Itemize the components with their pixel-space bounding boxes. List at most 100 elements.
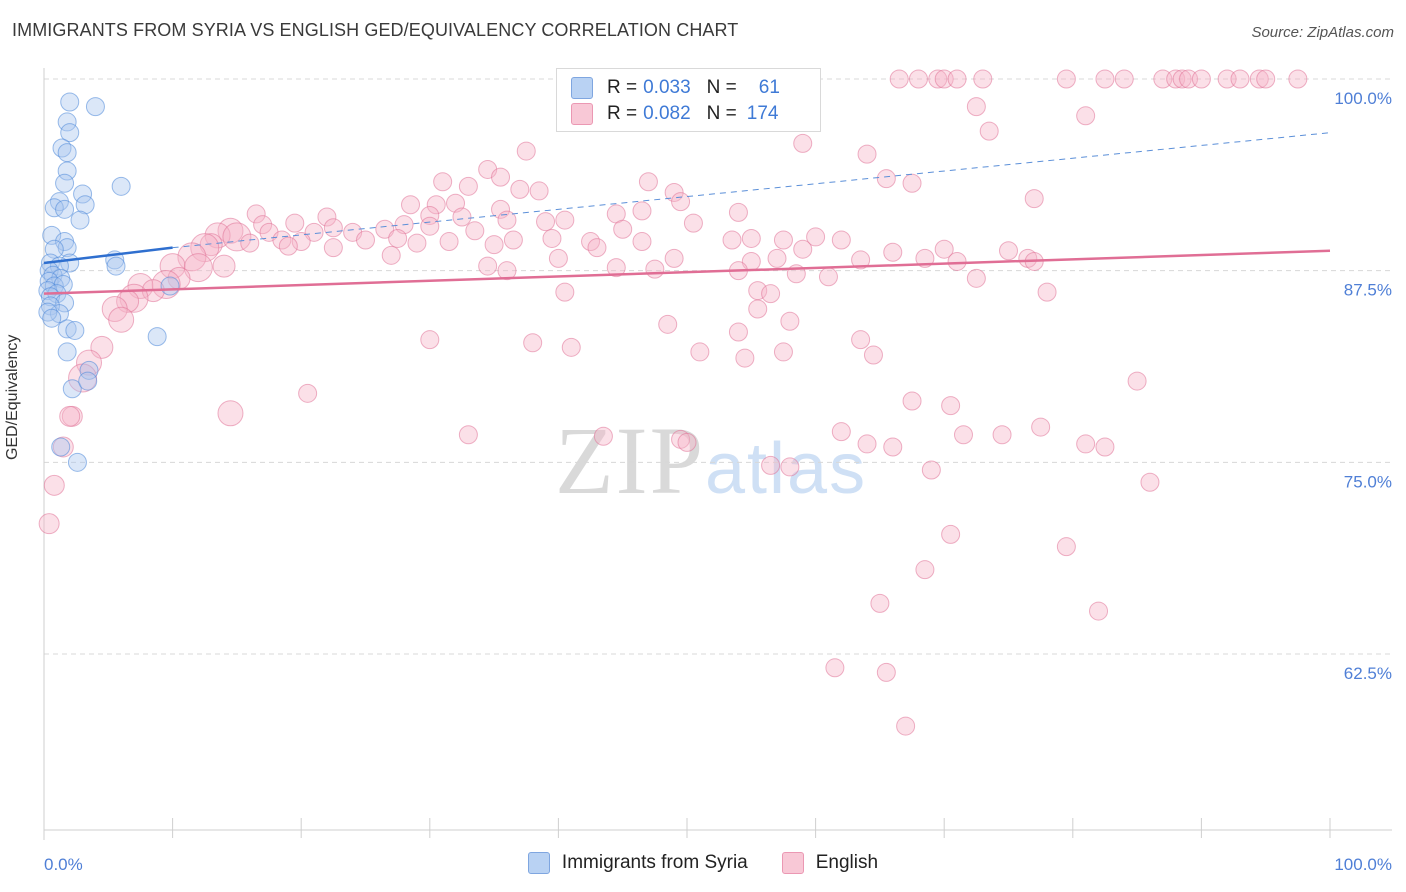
syria-point: [106, 256, 126, 276]
english-point: [806, 227, 826, 247]
english-point: [876, 662, 896, 682]
english-point: [246, 204, 266, 224]
series-legend-english[interactable]: English: [781, 852, 879, 874]
english-point: [658, 314, 678, 334]
english-point: [773, 230, 793, 250]
english-point: [857, 144, 877, 164]
english-point: [375, 219, 395, 239]
english-point: [478, 256, 498, 276]
english-point: [1056, 69, 1076, 89]
english-point: [863, 345, 883, 365]
english-point: [889, 69, 909, 89]
english-point: [323, 238, 343, 258]
syria-trend-line: [43, 246, 173, 265]
syria-point: [70, 210, 90, 230]
watermark-atlas: atlas: [705, 429, 868, 509]
source-credit: Source: ZipAtlas.com: [1251, 24, 1394, 41]
english-point: [632, 232, 652, 252]
english-point: [992, 425, 1012, 445]
english-point: [43, 474, 65, 496]
syria-point: [55, 199, 75, 219]
english-point: [831, 230, 851, 250]
syria-point: [65, 320, 85, 340]
english-point: [1037, 282, 1057, 302]
syria-point: [67, 452, 87, 472]
english-point: [59, 405, 81, 427]
english-point: [317, 207, 337, 227]
english-point: [831, 422, 851, 442]
legend-swatch-english: [571, 103, 593, 125]
series-legend-syria[interactable]: Immigrants from Syria: [527, 852, 748, 874]
english-point: [278, 236, 298, 256]
english-point: [741, 228, 761, 248]
english-point: [561, 337, 581, 357]
english-point: [323, 218, 343, 238]
english-point: [780, 311, 800, 331]
english-point: [934, 239, 954, 259]
english-point: [966, 268, 986, 288]
english-point: [793, 133, 813, 153]
english-point: [1191, 69, 1211, 89]
english-point: [217, 400, 244, 427]
legend-r-value: 0.033: [643, 77, 691, 98]
syria-point: [78, 371, 98, 391]
legend-swatch-syria: [571, 77, 593, 99]
english-point: [1172, 69, 1192, 89]
legend-row-syria: R = 0.033 N = 61: [571, 75, 786, 101]
watermark: ZIPatlas: [555, 405, 867, 516]
correlation-legend: R = 0.033 N = 61 R = 0.082 N = 174: [556, 68, 821, 132]
english-point: [761, 284, 781, 304]
english-point: [780, 457, 800, 477]
english-point: [851, 330, 871, 350]
english-point: [356, 230, 375, 250]
syria-point: [75, 195, 95, 215]
english-point: [529, 181, 549, 201]
series-swatch-syria: [527, 852, 550, 874]
english-point: [613, 219, 633, 239]
english-point: [523, 333, 543, 353]
legend-n-value: 61: [758, 77, 780, 98]
english-point: [420, 330, 440, 350]
english-point: [896, 716, 916, 736]
syria-point: [60, 123, 80, 143]
grid-lines: [44, 78, 1392, 655]
english-point: [381, 245, 401, 265]
english-point: [555, 210, 575, 230]
english-point: [773, 342, 793, 362]
english-point: [497, 261, 517, 281]
english-point: [516, 141, 536, 161]
syria-point: [111, 176, 131, 196]
legend-n-label: N =: [706, 77, 737, 98]
english-point: [536, 212, 556, 232]
english-point: [870, 593, 890, 613]
english-point: [401, 195, 421, 215]
legend-r-label: R =: [607, 103, 638, 124]
english-point: [484, 235, 504, 255]
english-point: [825, 658, 845, 678]
english-point: [690, 342, 710, 362]
english-point: [966, 97, 986, 117]
english-point: [38, 513, 60, 535]
english-point: [999, 241, 1018, 261]
series-label-english: English: [815, 852, 879, 873]
syria-point: [57, 319, 77, 339]
chart-title: IMMIGRANTS FROM SYRIA VS ENGLISH GED/EQU…: [12, 20, 739, 40]
legend-r-value: 0.082: [643, 103, 691, 124]
english-point: [433, 172, 453, 192]
english-point: [883, 242, 903, 262]
syria-point: [160, 276, 180, 296]
english-point: [304, 222, 324, 242]
english-point: [902, 391, 922, 411]
english-point: [767, 248, 787, 268]
series-label-syria: Immigrants from Syria: [561, 852, 748, 873]
english-point: [1095, 437, 1115, 457]
watermark-zip: ZIP: [555, 407, 705, 514]
english-point: [212, 254, 236, 278]
english-point: [420, 205, 440, 225]
syria-point: [62, 379, 82, 399]
english-point: [542, 228, 562, 248]
english-point: [883, 437, 903, 457]
english-point: [253, 215, 273, 235]
english-point: [452, 207, 472, 227]
syria-point: [51, 437, 71, 457]
